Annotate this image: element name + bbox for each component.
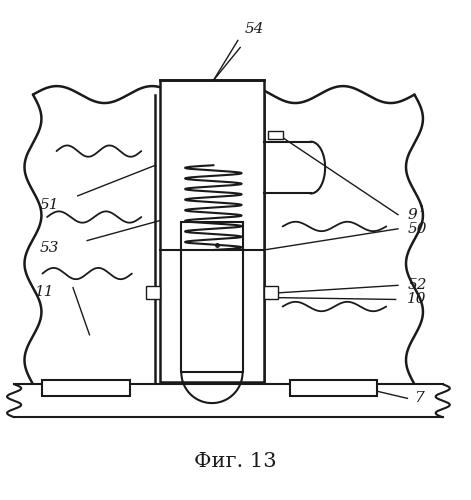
- Text: 11: 11: [35, 286, 55, 300]
- Bar: [268, 131, 283, 140]
- Text: 51: 51: [40, 198, 59, 212]
- Text: 7: 7: [414, 392, 424, 406]
- Text: 53: 53: [40, 240, 59, 254]
- Text: Фиг. 13: Фиг. 13: [194, 452, 277, 471]
- Text: 9: 9: [407, 208, 417, 222]
- Bar: [181, 222, 243, 372]
- Bar: [290, 380, 377, 396]
- Text: 54: 54: [245, 22, 264, 36]
- Bar: [42, 380, 130, 396]
- Text: 10: 10: [407, 292, 427, 306]
- Text: 52: 52: [407, 278, 427, 292]
- Bar: [160, 80, 264, 382]
- Text: 50: 50: [407, 222, 427, 236]
- Bar: [14, 384, 443, 417]
- Bar: [146, 286, 160, 300]
- Bar: [264, 286, 278, 300]
- Text: 1: 1: [419, 204, 425, 214]
